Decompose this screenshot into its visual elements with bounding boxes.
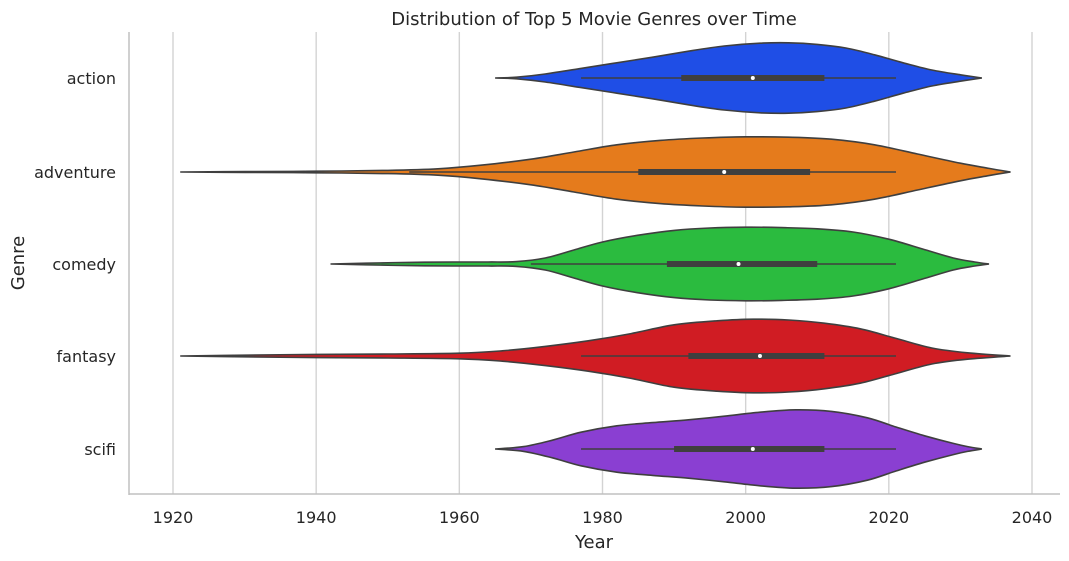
median-dot-comedy	[736, 262, 741, 266]
x-tick-1980: 1980	[582, 508, 623, 527]
violins	[180, 41, 1011, 490]
inner-boxes	[409, 75, 896, 452]
x-tick-1920: 1920	[153, 508, 194, 527]
median-dot-scifi	[750, 447, 755, 451]
y-tick-labels: action adventure comedy fantasy scifi	[34, 69, 116, 459]
x-tick-2040: 2040	[1012, 508, 1053, 527]
y-tick-scifi: scifi	[84, 440, 116, 459]
x-tick-1960: 1960	[439, 508, 480, 527]
x-tick-2020: 2020	[868, 508, 909, 527]
axes-spines	[128, 32, 1060, 495]
y-tick-adventure: adventure	[34, 163, 116, 182]
y-tick-fantasy: fantasy	[57, 347, 116, 366]
x-tick-1940: 1940	[296, 508, 337, 527]
y-tick-action: action	[67, 69, 116, 88]
x-axis-label: Year	[574, 532, 614, 553]
median-dot-adventure	[722, 170, 727, 174]
chart-title: Distribution of Top 5 Movie Genres over …	[391, 9, 797, 30]
median-dot-action	[750, 76, 755, 80]
x-tick-2000: 2000	[725, 508, 766, 527]
x-tick-labels: 1920 1940 1960 1980 2000 2020 2040	[153, 508, 1053, 527]
median-dot-fantasy	[757, 354, 762, 358]
y-axis-label: Genre	[8, 236, 29, 291]
y-tick-comedy: comedy	[52, 255, 116, 274]
